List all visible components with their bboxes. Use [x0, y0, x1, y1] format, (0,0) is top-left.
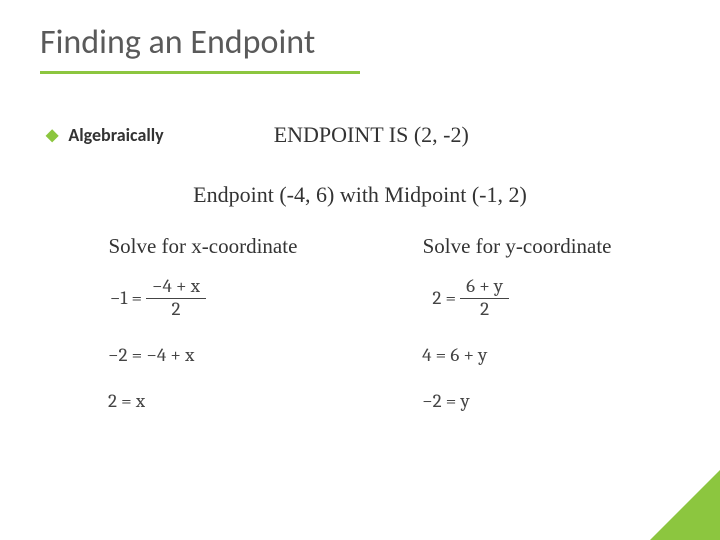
- eq-x-1-num: −4 + x: [146, 277, 206, 299]
- eq-y-1-den: 2: [480, 299, 489, 320]
- eq-x-2: −2 = −4 + x: [108, 344, 348, 366]
- fraction: 6 + y 2: [460, 277, 509, 320]
- eq-y-1-num: 6 + y: [460, 277, 509, 299]
- eq-x-1-den: 2: [171, 299, 180, 320]
- columns: Solve for x-coordinate −1 = −4 + x 2 −2 …: [40, 234, 680, 436]
- slide: Finding an Endpoint ◆ Algebraically ENDP…: [0, 0, 720, 540]
- column-x-heading: Solve for x-coordinate: [58, 234, 348, 259]
- column-y-heading: Solve for y-coordinate: [372, 234, 662, 259]
- row-bullet-answer: ◆ Algebraically ENDPOINT IS (2, -2): [40, 122, 680, 148]
- eq-y-1: 2 = 6 + y 2: [422, 277, 662, 320]
- eq-x-1-lhs: −1 =: [108, 287, 142, 309]
- eq-x-1: −1 = −4 + x 2: [108, 277, 348, 320]
- slide-title: Finding an Endpoint: [40, 22, 680, 63]
- title-underline: [40, 71, 360, 74]
- bullet-item: ◆ Algebraically: [46, 124, 164, 146]
- column-x: Solve for x-coordinate −1 = −4 + x 2 −2 …: [58, 234, 348, 436]
- fraction: −4 + x 2: [146, 277, 206, 320]
- eq-y-1-lhs: 2 =: [422, 287, 456, 309]
- corner-accent: [650, 470, 720, 540]
- eq-x-3: 2 = x: [108, 390, 348, 412]
- answer-text: ENDPOINT IS (2, -2): [274, 122, 469, 148]
- problem-text: Endpoint (-4, 6) with Midpoint (-1, 2): [40, 182, 680, 208]
- column-y: Solve for y-coordinate 2 = 6 + y 2 4 = 6…: [372, 234, 662, 436]
- bullet-icon: ◆: [46, 125, 58, 145]
- eq-y-2: 4 = 6 + y: [422, 344, 662, 366]
- bullet-label: Algebraically: [68, 124, 163, 146]
- eq-y-3: −2 = y: [422, 390, 662, 412]
